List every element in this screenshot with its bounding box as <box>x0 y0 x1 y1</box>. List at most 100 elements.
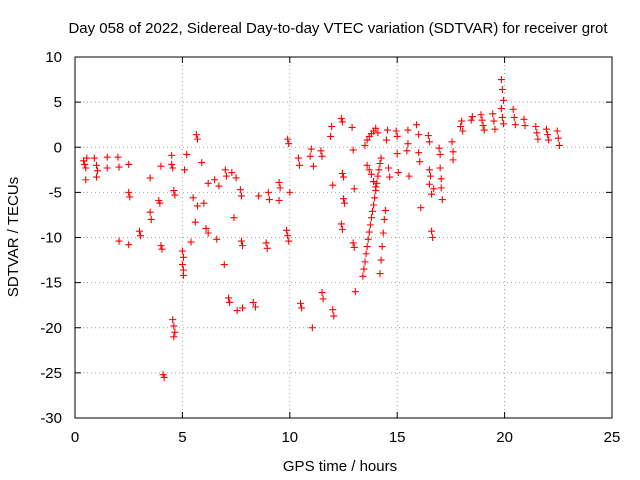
data-point <box>430 185 438 193</box>
data-point <box>425 138 433 146</box>
data-point <box>359 272 367 280</box>
data-point <box>555 141 563 149</box>
data-point <box>94 167 102 175</box>
data-point <box>168 160 176 168</box>
y-tick-label: 10 <box>45 49 62 66</box>
y-tick-label: -20 <box>40 320 62 337</box>
data-point <box>90 154 98 162</box>
data-point <box>350 185 358 193</box>
data-point <box>309 162 317 170</box>
data-point <box>500 120 508 128</box>
data-point <box>82 176 90 184</box>
data-point <box>298 304 306 312</box>
data-point <box>368 207 376 215</box>
data-point <box>500 96 508 104</box>
data-point <box>156 199 164 207</box>
data-point <box>511 121 519 129</box>
data-point <box>211 176 219 184</box>
data-point <box>413 121 421 129</box>
data-point <box>498 113 506 121</box>
data-point <box>265 196 273 204</box>
data-point <box>225 294 233 302</box>
data-point <box>438 196 446 204</box>
data-point <box>393 150 401 158</box>
data-point <box>275 196 283 204</box>
data-point <box>376 270 384 278</box>
data-point <box>146 208 154 216</box>
data-point <box>307 145 315 153</box>
data-point <box>221 166 229 174</box>
data-point <box>498 85 506 93</box>
data-point <box>340 173 347 181</box>
data-point <box>338 169 346 177</box>
data-point <box>276 184 284 192</box>
data-point <box>376 159 384 167</box>
data-point <box>170 322 178 330</box>
data-point <box>497 76 505 84</box>
data-point <box>222 172 230 180</box>
data-point <box>415 131 423 139</box>
data-point <box>338 118 346 126</box>
data-point <box>200 199 208 207</box>
data-point <box>198 159 206 167</box>
data-point <box>426 172 434 180</box>
data-point <box>351 288 359 296</box>
data-point <box>377 256 385 264</box>
data-point <box>393 132 401 140</box>
y-tick-label: 0 <box>54 139 62 156</box>
data-point <box>457 122 465 130</box>
data-point <box>249 298 257 306</box>
data-point <box>192 131 200 139</box>
data-point <box>263 244 271 252</box>
x-tick-label: 15 <box>389 429 406 446</box>
data-point <box>220 261 228 269</box>
data-point <box>169 164 177 172</box>
data-point <box>171 328 179 336</box>
data-point <box>329 181 337 189</box>
data-point <box>361 141 369 149</box>
data-point <box>436 164 444 172</box>
data-point <box>533 129 541 137</box>
data-point <box>306 152 314 160</box>
data-point <box>553 127 561 135</box>
data-point <box>349 239 357 247</box>
data-point <box>230 214 238 222</box>
data-point <box>370 201 378 209</box>
data-point <box>285 237 293 245</box>
data-point <box>204 179 212 187</box>
data-point <box>183 150 191 158</box>
data-point <box>330 312 338 320</box>
data-point <box>213 235 221 243</box>
data-point <box>437 184 445 192</box>
data-point <box>467 116 475 124</box>
data-point <box>425 166 433 174</box>
data-point <box>491 125 499 133</box>
data-point <box>425 180 433 188</box>
y-tick-label: -5 <box>49 184 62 201</box>
x-tick-label: 0 <box>71 429 79 446</box>
data-point <box>489 110 497 118</box>
data-point <box>350 243 358 251</box>
data-point <box>317 147 325 155</box>
data-point <box>137 232 145 240</box>
data-point <box>377 154 385 162</box>
data-point <box>295 161 303 169</box>
x-axis-label: GPS time / hours <box>283 458 397 475</box>
data-point <box>169 316 177 324</box>
data-point <box>363 161 371 169</box>
data-point <box>318 289 326 297</box>
data-point <box>428 227 436 235</box>
data-point <box>437 175 445 183</box>
data-point <box>308 324 316 332</box>
data-point <box>348 123 356 131</box>
data-point <box>328 122 336 130</box>
data-point <box>554 134 562 142</box>
data-point <box>92 161 100 169</box>
data-point <box>361 258 369 266</box>
data-point <box>329 306 337 314</box>
data-point <box>125 188 133 196</box>
data-point <box>534 135 542 143</box>
grid <box>75 57 612 418</box>
data-point <box>520 115 528 123</box>
data-point <box>239 242 247 250</box>
